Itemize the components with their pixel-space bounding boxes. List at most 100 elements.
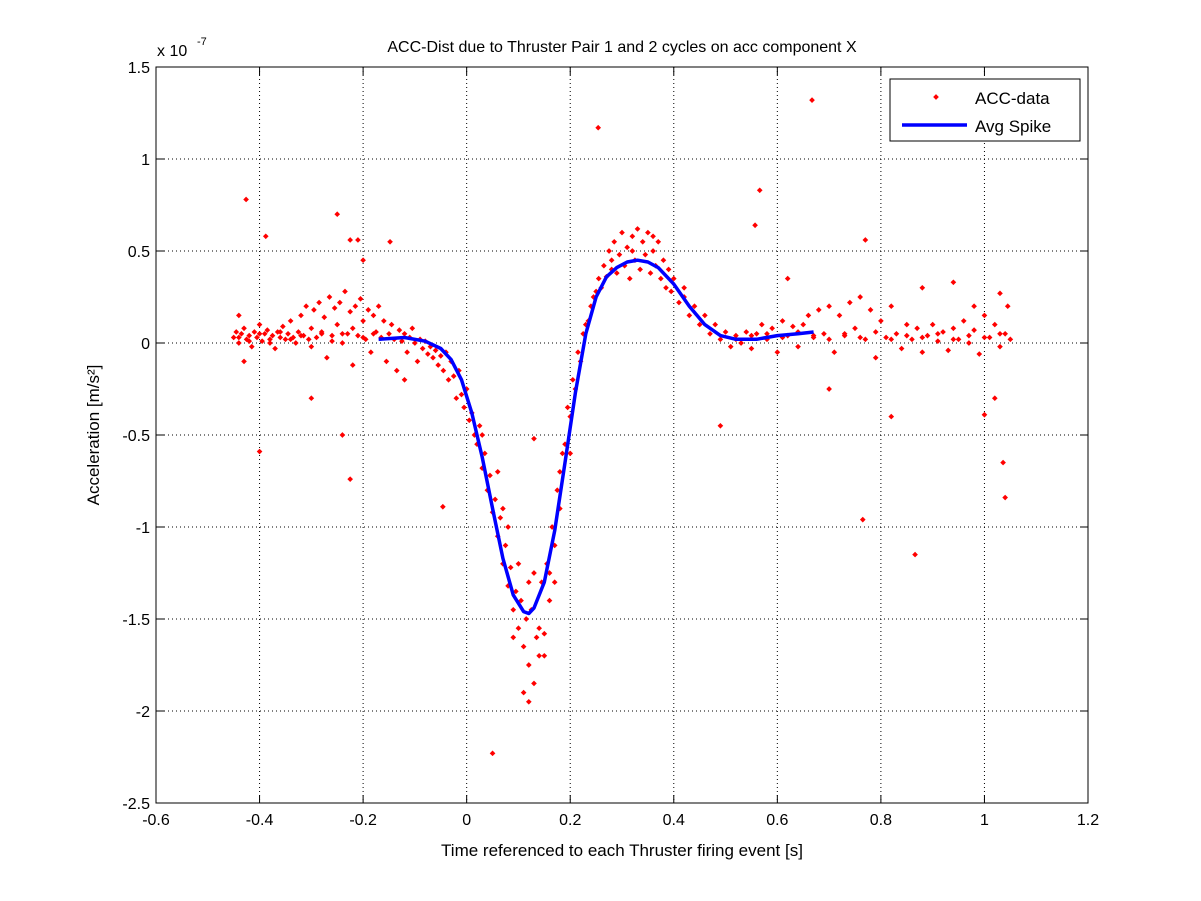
acc-data-point [1002,494,1008,501]
acc-data-point [272,345,278,352]
acc-data-point [256,321,263,328]
acc-data-point [809,97,815,103]
acc-data-point [756,187,763,194]
acc-data-point [888,413,895,420]
acc-data-point [686,312,693,319]
acc-data-point [753,330,760,337]
acc-data-point [520,643,527,650]
acc-data-point [262,233,269,240]
x-axis-label: Time referenced to each Thruster firing … [441,841,803,860]
acc-data-point [347,308,353,315]
acc-data-point [236,334,242,341]
acc-data-point [347,237,353,243]
acc-data-point [551,579,558,586]
acc-data-point [955,336,962,343]
acc-data-point [525,579,532,586]
chart-title: ACC-Dist due to Thruster Pair 1 and 2 cy… [387,39,857,56]
acc-data-point [960,318,967,324]
acc-data-point [660,257,667,264]
acc-data-point [1004,303,1011,310]
acc-data-point [311,307,317,313]
y-tick-label: -1.5 [122,612,150,629]
acc-data-point [650,248,656,254]
acc-data-point [349,325,356,332]
x-tick-label: -0.2 [349,812,377,829]
acc-data-point [236,340,242,346]
acc-data-point [919,284,926,291]
acc-data-point [668,288,675,295]
acc-data-point [248,343,255,350]
acc-data-point [489,750,496,757]
acc-data-point [569,376,576,383]
acc-data-point [502,542,509,549]
acc-data-point [872,354,879,361]
acc-data-point [950,336,957,343]
acc-data-point [295,329,302,335]
acc-data-point [779,318,786,324]
acc-data-point [414,358,421,365]
acc-data-point [997,330,1003,337]
acc-data-point [1002,330,1008,337]
acc-data-point [280,323,286,330]
acc-data-point [826,303,832,310]
acc-data-point [487,472,493,479]
acc-data-point [492,496,498,503]
acc-data-point [432,347,439,354]
acc-data-point [950,279,957,286]
acc-data-point [971,303,977,310]
acc-data-point [619,229,625,236]
acc-data-point [238,330,245,337]
acc-data-point [401,376,408,383]
avg-spike-line [378,258,814,616]
acc-data-point [546,597,553,604]
acc-data-point [629,248,636,254]
acc-data-point [752,222,758,229]
acc-data-point [453,395,460,402]
acc-data-point [339,432,346,438]
acc-data-point [370,312,377,319]
acc-data-point [318,329,325,335]
acc-data-point [303,303,309,310]
acc-data-point [888,336,895,343]
x-tick-label: 0 [462,812,471,829]
acc-data-point [650,233,656,240]
acc-data-point [437,353,444,359]
acc-data-point [966,340,972,346]
acc-data-point [360,334,366,341]
acc-data-point [986,334,993,341]
acc-data-point [717,336,724,343]
acc-data-point [997,343,1003,350]
acc-data-point [264,327,271,333]
acc-data-point [971,327,977,333]
acc-data-point [292,340,299,346]
acc-data-point [981,334,988,341]
acc-data-point [352,303,359,310]
acc-data-point [681,284,687,291]
acc-data-point [888,303,895,310]
acc-data-point [914,325,920,332]
acc-data-point [386,330,392,337]
acc-data-point [909,336,915,343]
acc-data-point [440,503,446,510]
acc-data-point [836,312,843,319]
acc-data-point [859,516,866,523]
acc-data-point [316,299,322,306]
acc-data-point [342,288,348,295]
acc-data-point [826,336,832,343]
acc-data-point [458,391,465,398]
acc-data-point [991,321,998,328]
acc-data-point [691,303,698,310]
acc-data-point [541,652,548,659]
acc-data-point [305,336,312,343]
acc-data-point [764,330,770,337]
acc-data-point [308,325,315,332]
acc-data-point [336,299,343,306]
acc-data-point [251,329,258,335]
acc-data-point [308,395,315,402]
acc-data-point [525,698,532,705]
acc-data-point [601,262,607,269]
acc-data-point [269,332,276,339]
acc-data-point [510,634,517,641]
acc-data-point [658,275,664,282]
